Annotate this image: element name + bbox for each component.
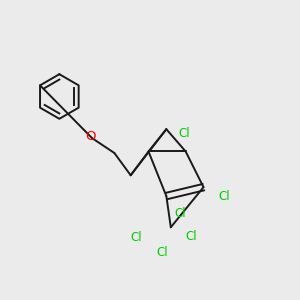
Text: Cl: Cl xyxy=(218,190,230,202)
Text: Cl: Cl xyxy=(131,231,142,244)
Text: Cl: Cl xyxy=(186,230,197,243)
Text: O: O xyxy=(85,130,96,143)
Text: Cl: Cl xyxy=(178,127,190,140)
Text: Cl: Cl xyxy=(156,246,168,259)
Text: Cl: Cl xyxy=(174,207,185,220)
